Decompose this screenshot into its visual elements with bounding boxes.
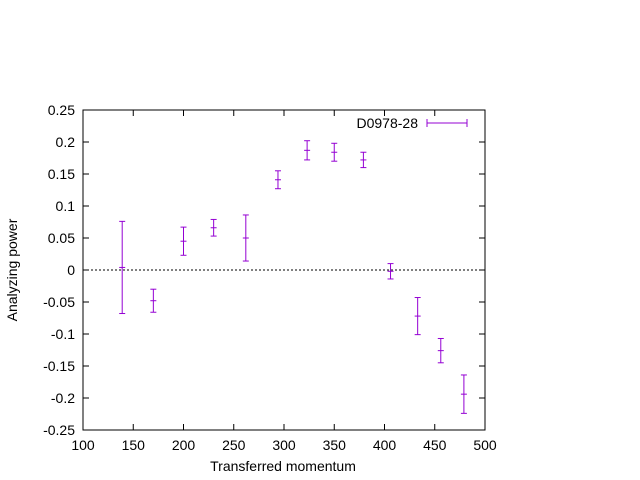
y-tick-label: -0.1 (51, 326, 75, 342)
legend-label: D0978-28 (357, 115, 419, 131)
x-tick-label: 400 (373, 437, 397, 453)
y-tick-label: -0.25 (43, 422, 75, 438)
x-tick-label: 300 (272, 437, 296, 453)
y-tick-label: 0.2 (56, 134, 76, 150)
x-tick-label: 350 (323, 437, 347, 453)
y-tick-label: -0.05 (43, 294, 75, 310)
x-tick-label: 500 (473, 437, 497, 453)
y-tick-label: 0.05 (48, 230, 75, 246)
x-tick-label: 200 (172, 437, 196, 453)
x-tick-label: 250 (222, 437, 246, 453)
y-tick-label: -0.15 (43, 358, 75, 374)
y-tick-label: 0.1 (56, 198, 76, 214)
x-tick-label: 100 (71, 437, 95, 453)
x-tick-label: 150 (122, 437, 146, 453)
x-tick-label: 450 (423, 437, 447, 453)
y-axis-label: Analyzing power (4, 218, 20, 321)
y-tick-label: 0.25 (48, 102, 75, 118)
legend: D0978-28 (357, 115, 468, 131)
y-tick-label: 0 (67, 262, 75, 278)
x-axis-label: Transferred momentum (210, 458, 356, 474)
y-tick-label: -0.2 (51, 390, 75, 406)
y-tick-label: 0.15 (48, 166, 75, 182)
plot-area: 100 150 200 250 300 350 400 450 500 0.25 0.2 0.15 0.… (43, 102, 497, 453)
